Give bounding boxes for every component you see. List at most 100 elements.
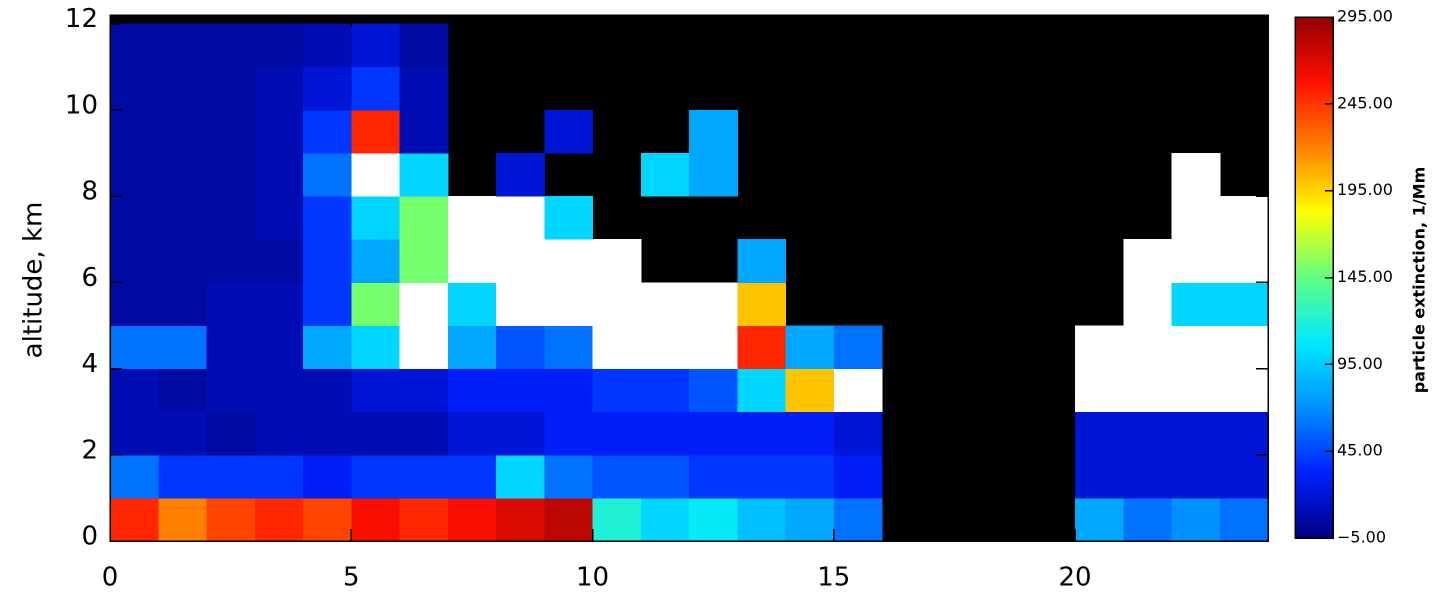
heatmap-cell	[640, 282, 690, 326]
heatmap-cell	[1123, 497, 1172, 542]
heatmap-cell	[447, 282, 497, 326]
heatmap-cell	[640, 411, 690, 456]
heatmap-cell	[496, 196, 545, 240]
heatmap-cell	[110, 368, 159, 413]
heatmap-cell	[1219, 282, 1269, 326]
heatmap-cell	[254, 152, 304, 197]
heatmap-cell	[206, 109, 256, 154]
heatmap-cell	[544, 239, 593, 283]
heatmap-cell	[447, 239, 497, 283]
heatmap-cell	[110, 497, 159, 542]
heatmap-cell	[110, 66, 159, 111]
heatmap-cell	[110, 282, 159, 326]
heatmap-cell	[158, 239, 207, 283]
heatmap-cell	[254, 109, 304, 154]
heatmap-cell	[544, 282, 593, 326]
x-tick-label: 5	[343, 563, 360, 593]
heatmap-cell	[1075, 411, 1124, 456]
heatmap-cell	[1171, 497, 1221, 542]
heatmap-cell	[447, 368, 497, 413]
heatmap-cell	[206, 497, 256, 542]
heatmap-cell	[1171, 152, 1221, 197]
heatmap-cell	[303, 109, 352, 154]
heatmap-cell	[110, 152, 159, 197]
heatmap-cell	[1123, 454, 1172, 499]
heatmap-cell	[110, 454, 159, 499]
heatmap-cell	[640, 454, 690, 499]
heatmap-cell	[447, 497, 497, 542]
heatmap-cell	[1075, 497, 1124, 542]
heatmap-cell	[833, 368, 883, 413]
heatmap-cell	[351, 325, 400, 370]
axes: 0 5 10 15 20 0 2 4 6 8 10 12	[65, 4, 1269, 593]
heatmap-cell	[399, 109, 449, 154]
heatmap-cell	[206, 196, 256, 240]
heatmap-cell	[351, 368, 400, 413]
heatmap-cell	[158, 325, 207, 370]
heatmap-cell	[544, 325, 593, 370]
y-tick-label: 0	[81, 522, 98, 552]
heatmap-cell	[496, 282, 545, 326]
heatmap-cell	[399, 66, 449, 111]
heatmap-cell	[689, 454, 738, 499]
heatmap-cell	[592, 282, 642, 326]
heatmap-cell	[785, 368, 835, 413]
heatmap-cell	[592, 497, 642, 542]
heatmap-cell	[592, 454, 642, 499]
heatmap-cell	[158, 23, 207, 68]
colorbar-tick-label: 195.00	[1337, 180, 1393, 199]
heatmap-cell	[640, 497, 690, 542]
heatmap-cell	[110, 196, 159, 240]
heatmap-cell	[737, 411, 786, 456]
heatmap-cell	[544, 411, 593, 456]
heatmap-cell	[158, 368, 207, 413]
heatmap-cell	[254, 23, 304, 68]
heatmap-cell	[1219, 196, 1269, 240]
heatmap-cell	[399, 196, 449, 240]
heatmap-cell	[785, 411, 835, 456]
colorbar-tick-label: 145.00	[1337, 267, 1393, 286]
heatmap-cell	[351, 454, 400, 499]
y-tick-label: 8	[81, 177, 98, 207]
heatmap-cell	[351, 66, 400, 111]
colorbar-label: particle extinction, 1/Mm	[1410, 167, 1429, 394]
heatmap-cell	[1123, 239, 1172, 283]
heatmap-cell	[303, 152, 352, 197]
heatmap-cell	[1219, 497, 1269, 542]
heatmap-cell	[737, 325, 786, 370]
heatmap-cell	[254, 196, 304, 240]
heatmap-cell	[110, 411, 159, 456]
heatmap-cell	[689, 152, 738, 197]
heatmap-cell	[447, 196, 497, 240]
heatmap-cell	[447, 411, 497, 456]
plot-frame	[109, 14, 1269, 542]
heatmap-cell	[158, 411, 207, 456]
heatmap-cell	[206, 325, 256, 370]
heatmap-cell	[399, 239, 449, 283]
heatmap-cell	[1171, 325, 1221, 370]
heatmap-cell	[399, 497, 449, 542]
colorbar-tick-label: 245.00	[1337, 93, 1393, 112]
heatmap-cell	[447, 454, 497, 499]
heatmap-cell	[1171, 368, 1221, 413]
heatmap-cell	[640, 368, 690, 413]
heatmap-cell	[1171, 196, 1221, 240]
heatmap-cell	[254, 239, 304, 283]
heatmap-cell	[1219, 454, 1269, 499]
heatmap-cell	[206, 239, 256, 283]
heatmap-cell	[1171, 282, 1221, 326]
heatmap-cell	[496, 325, 545, 370]
heatmap-cell	[785, 325, 835, 370]
x-tick-label: 15	[817, 563, 850, 593]
heatmap-cell	[1171, 454, 1221, 499]
y-tick-label: 10	[65, 90, 98, 120]
heatmap-cell	[592, 368, 642, 413]
heatmap-cell	[1123, 411, 1172, 456]
heatmap-cell	[640, 152, 690, 197]
heatmap-cell	[1123, 325, 1172, 370]
x-tick-label: 0	[102, 563, 119, 593]
heatmap-cell	[1171, 411, 1221, 456]
heatmap-cell	[254, 411, 304, 456]
heatmap-cell	[254, 325, 304, 370]
heatmap-cell	[496, 454, 545, 499]
